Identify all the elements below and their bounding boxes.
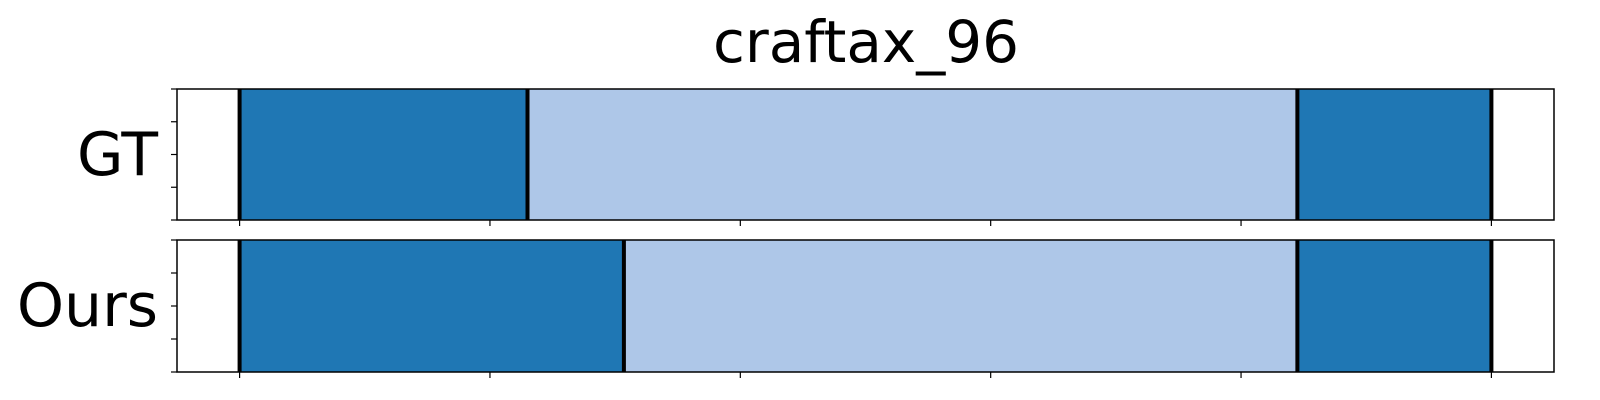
segment-ours-0 bbox=[239, 240, 624, 372]
segment-ours-1 bbox=[623, 240, 1298, 372]
chart-title: craftax_96 bbox=[713, 8, 1019, 76]
plot-area bbox=[171, 88, 1555, 378]
segment-ours-2 bbox=[1297, 240, 1492, 372]
row-label-ours: Ours bbox=[17, 271, 158, 341]
segment-gt-1 bbox=[527, 89, 1298, 220]
row-label-gt: GT bbox=[77, 120, 158, 190]
segment-gt-0 bbox=[239, 89, 528, 220]
segment-gt-2 bbox=[1297, 89, 1492, 220]
